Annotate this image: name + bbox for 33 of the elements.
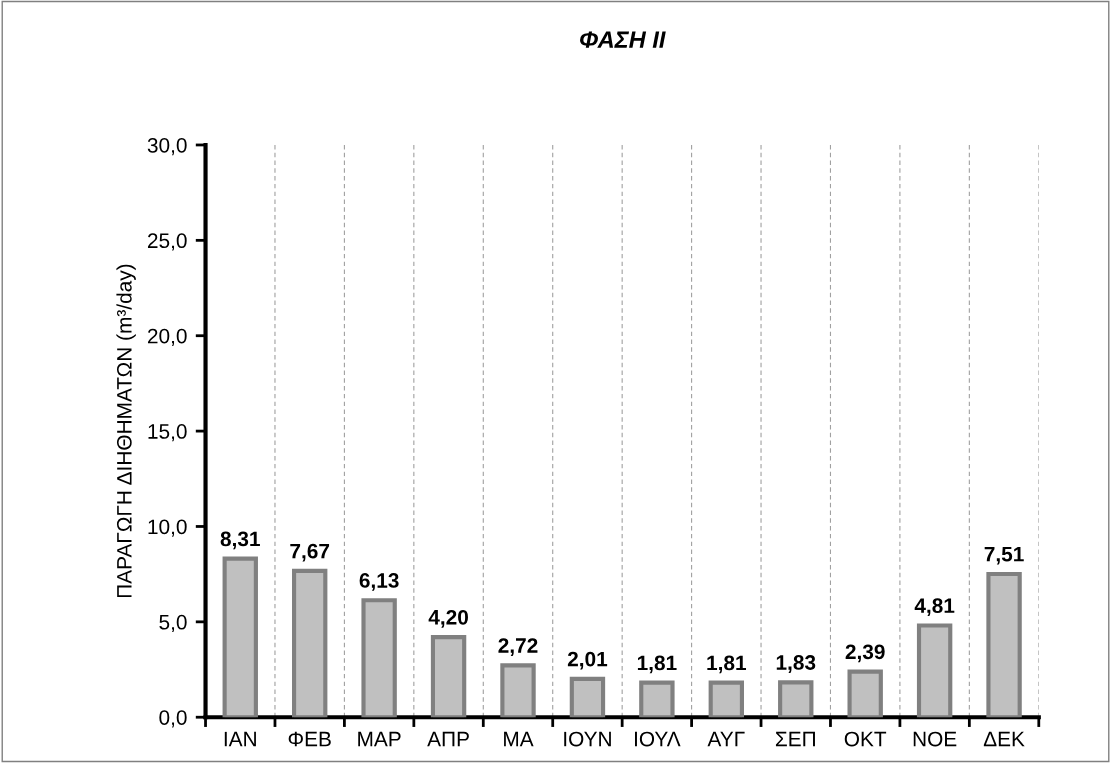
data-label: 1,81: [637, 655, 677, 674]
x-tick-label: ΔΕΚ: [983, 731, 1025, 747]
x-tick-label: ΑΥΓ: [707, 731, 745, 747]
x-tick-label: ΟΚΤ: [844, 731, 887, 747]
y-tick-label: 5,0: [159, 614, 187, 633]
y-tick-label: 30,0: [147, 137, 187, 156]
data-label: 1,83: [776, 655, 816, 673]
data-label: 8,31: [220, 531, 260, 550]
data-label: 6,13: [359, 573, 399, 591]
data-label: 4,20: [428, 609, 468, 628]
data-label: 7,67: [290, 543, 330, 562]
data-label: 4,81: [914, 598, 955, 617]
y-tick-label: 0,0: [159, 710, 187, 728]
x-tick-label: ΙΑΝ: [224, 731, 256, 747]
x-tick-label: ΦΕΒ: [288, 731, 331, 747]
data-label: 2,01: [567, 651, 608, 670]
data-label: 2,39: [845, 644, 885, 663]
x-tick-label: ΜΑ: [504, 731, 534, 747]
x-tick-label: ΙΟΥΝ: [564, 731, 611, 747]
chart-title: ΦΑΣΗ II: [580, 31, 666, 48]
y-tick-label: 10,0: [148, 519, 187, 537]
y-tick-label: 15,0: [148, 424, 187, 442]
x-tick-label: ΣΕΠ: [775, 731, 815, 747]
data-label: 1,81: [707, 655, 747, 674]
data-label: 7,51: [984, 546, 1024, 565]
x-tick-label: ΝΟΕ: [913, 731, 957, 747]
y-tick-label: 25,0: [147, 233, 187, 251]
y-tick-label: 20,0: [147, 328, 187, 346]
data-label: 2,72: [498, 638, 538, 656]
x-tick-label: ΜΑΡ: [358, 731, 401, 747]
x-tick-label: ΙΟΥΛ: [635, 731, 681, 747]
y-axis-title: ΠΑΡΑΓΩΓΗ ΔΙΗΘΗΜΑΤΩΝ (m³/day): [116, 264, 136, 598]
x-tick-label: ΑΠΡ: [427, 731, 469, 747]
